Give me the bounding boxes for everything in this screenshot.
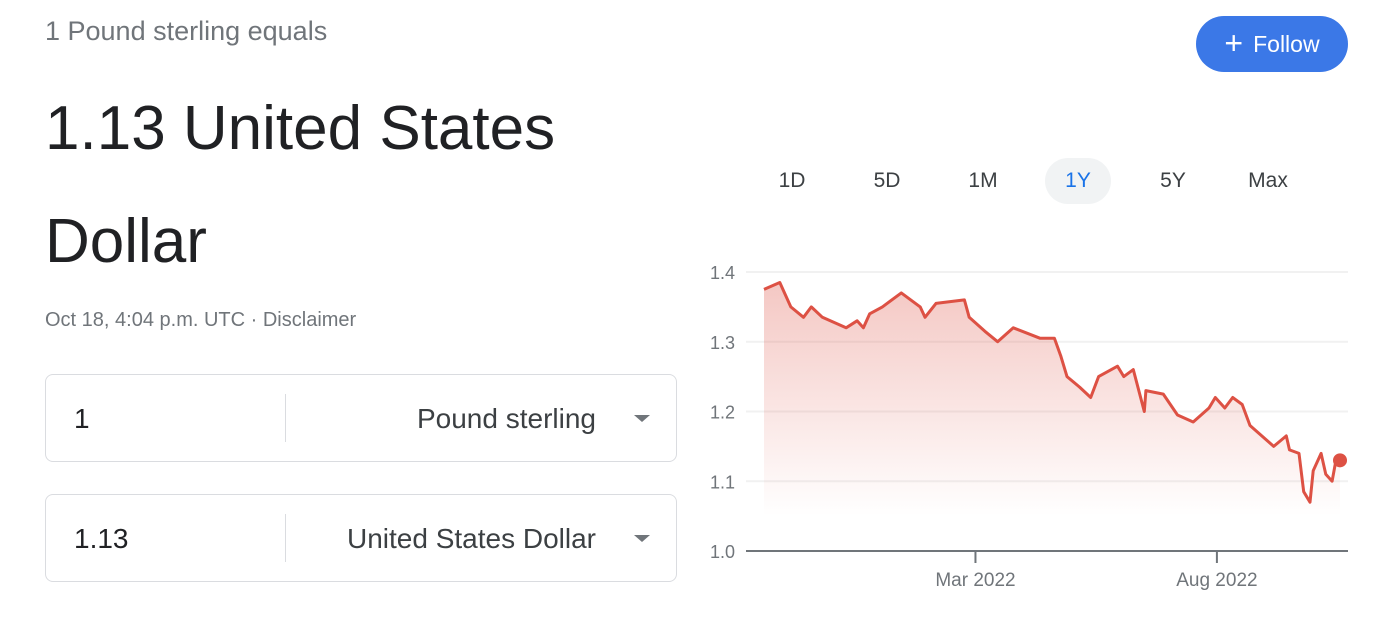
timestamp-line: Oct 18, 4:04 p.m. UTC · Disclaimer: [45, 309, 356, 332]
y-tick-label: 1.1: [710, 472, 735, 492]
follow-button[interactable]: + Follow: [1196, 16, 1348, 72]
to-currency-select[interactable]: United States Dollar: [346, 523, 596, 554]
to-amount-input[interactable]: 1.13: [74, 523, 129, 554]
exchange-rate-chart: 1.4 1.3 1.2 1.1 1.0 Mar 2022 Aug 2022: [710, 263, 1348, 591]
y-tick-label: 1.0: [710, 542, 735, 562]
tab-1m[interactable]: 1M: [968, 169, 998, 192]
conversion-result: 1.13 United States Dollar: [45, 94, 556, 276]
current-value-dot: [1333, 453, 1347, 468]
chart-line: [763, 281, 1341, 504]
tab-1d[interactable]: 1D: [778, 169, 806, 192]
conversion-subtitle: 1 Pound sterling equals: [45, 16, 328, 46]
from-currency-row: 1 Pound sterling: [45, 374, 677, 462]
tab-5y[interactable]: 5Y: [1160, 169, 1186, 192]
tab-max[interactable]: Max: [1248, 169, 1288, 192]
chevron-down-icon[interactable]: [634, 415, 650, 422]
follow-label: Follow: [1253, 30, 1320, 57]
x-tick-label: Aug 2022: [1176, 570, 1257, 591]
separator: ·: [245, 309, 263, 331]
tab-5d[interactable]: 5D: [873, 169, 901, 192]
from-currency-select[interactable]: Pound sterling: [416, 403, 596, 434]
tab-1y[interactable]: 1Y: [1045, 158, 1111, 204]
divider: [285, 514, 286, 562]
from-amount-input[interactable]: 1: [74, 403, 90, 434]
chevron-down-icon[interactable]: [634, 535, 650, 542]
to-currency-row: 1.13 United States Dollar: [45, 494, 677, 582]
disclaimer-link[interactable]: Disclaimer: [262, 309, 357, 331]
y-tick-label: 1.2: [710, 403, 735, 423]
plus-icon: +: [1224, 24, 1244, 61]
divider: [285, 394, 286, 442]
x-tick-label: Mar 2022: [935, 570, 1015, 591]
y-tick-label: 1.4: [710, 263, 735, 283]
chart-area-fill: [764, 282, 1340, 517]
timestamp: Oct 18, 4:04 p.m. UTC: [45, 309, 246, 331]
y-tick-label: 1.3: [710, 333, 735, 353]
